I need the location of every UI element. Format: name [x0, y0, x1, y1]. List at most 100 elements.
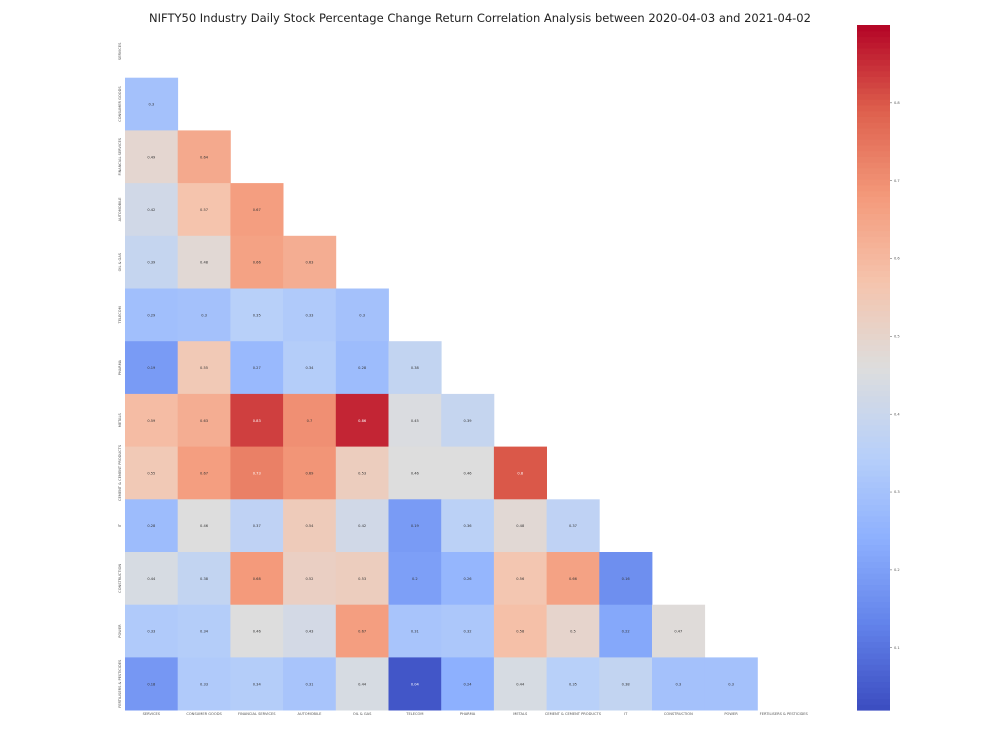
colorbar-segment	[857, 533, 890, 540]
colorbar-segment	[857, 567, 890, 574]
colorbar-segment	[857, 281, 890, 289]
cell-value-label: 0.83	[253, 419, 261, 423]
heatmap-cell	[599, 552, 653, 606]
colorbar-segment	[857, 110, 890, 117]
heatmap-cell	[125, 393, 179, 447]
colorbar-segment	[857, 475, 890, 483]
colorbar-segment	[857, 373, 890, 380]
cell-value-label: 0.55	[147, 471, 155, 475]
cell-value-label: 0.59	[147, 419, 156, 423]
colorbar-tick-label: 0.4	[894, 412, 900, 416]
cell-value-label: 0.53	[358, 471, 366, 475]
heatmap-cell	[177, 393, 231, 447]
colorbar-segment	[857, 458, 890, 466]
cell-value-label: 0.19	[147, 366, 156, 370]
col-tick-label: FERTILISERS & PESTICIDES	[760, 712, 809, 716]
colorbar-tick-label: 0.6	[894, 257, 900, 261]
colorbar-segment	[857, 270, 890, 277]
cell-value-label: 0.5	[570, 630, 576, 634]
colorbar-tick-label: 0.1	[894, 646, 900, 650]
colorbar-segment	[857, 681, 890, 688]
colorbar-segment	[857, 407, 890, 414]
colorbar-segment	[857, 190, 890, 197]
heatmap-cell	[441, 499, 495, 553]
colorbar-segment	[857, 590, 890, 597]
heatmap-cell	[177, 183, 231, 237]
row-tick-label: CONSUMER GOODS	[118, 86, 122, 122]
heatmap-cell	[177, 657, 231, 711]
cell-value-label: 0.66	[253, 261, 262, 265]
heatmap-cell	[388, 446, 442, 500]
colorbar-segment	[857, 350, 890, 357]
colorbar-segment	[857, 624, 890, 631]
col-tick-label: FINANCIAL SERVICES	[238, 712, 276, 716]
heatmap-cell	[283, 499, 337, 553]
heatmap-cell	[283, 393, 337, 447]
cell-value-label: 0.68	[253, 577, 262, 581]
colorbar-segment	[857, 59, 890, 66]
heatmap-cell	[283, 341, 337, 395]
colorbar-segment	[857, 241, 890, 249]
colorbar-segment	[857, 704, 890, 711]
cell-value-label: 0.52	[305, 577, 313, 581]
cell-value-label: 0.24	[464, 682, 473, 686]
heatmap-cell	[125, 552, 179, 606]
colorbar-segment	[857, 555, 890, 563]
cell-value-label: 0.28	[147, 524, 156, 528]
colorbar-segment	[857, 47, 890, 55]
cell-value-label: 0.46	[253, 630, 262, 634]
cell-value-label: 0.31	[411, 630, 419, 634]
colorbar-segment	[857, 133, 890, 140]
colorbar-segment	[857, 441, 890, 449]
colorbar-segment	[857, 36, 890, 43]
heatmap-cell	[546, 604, 600, 658]
colorbar-segment	[857, 481, 890, 488]
heatmap-cell	[230, 341, 284, 395]
cell-value-label: 0.33	[305, 313, 313, 317]
colorbar-segment	[857, 230, 890, 237]
cell-value-label: 0.35	[253, 313, 261, 317]
colorbar-segment	[857, 321, 890, 329]
colorbar-segment	[857, 367, 890, 374]
row-tick-label: OIL & GAS	[118, 252, 122, 271]
colorbar-segment	[857, 219, 890, 226]
cell-value-label: 0.8	[517, 471, 523, 475]
heatmap-cell	[441, 552, 495, 606]
colorbar-segment	[857, 584, 890, 591]
cell-value-label: 0.56	[516, 577, 525, 581]
colorbar-segment	[857, 70, 890, 77]
heatmap-cell	[125, 288, 179, 342]
colorbar-segment	[857, 264, 890, 272]
heatmap-cell	[125, 130, 179, 184]
heatmap-cell	[335, 288, 389, 342]
colorbar-segment	[857, 493, 890, 500]
cell-value-label: 0.54	[305, 524, 314, 528]
cell-value-label: 0.43	[305, 630, 313, 634]
cell-value-label: 0.69	[305, 471, 314, 475]
heatmap-cell	[335, 341, 389, 395]
colorbar-segment	[857, 647, 890, 654]
cell-value-label: 0.46	[411, 471, 420, 475]
colorbar-tick-label: 0.8	[894, 101, 900, 105]
colorbar-segment	[857, 670, 890, 677]
row-tick-label: METALS	[118, 413, 122, 428]
heatmap-cell	[546, 499, 600, 553]
col-tick-label: METALS	[513, 712, 528, 716]
colorbar-segment	[857, 487, 890, 494]
colorbar-segment	[857, 293, 890, 300]
colorbar-segment	[857, 470, 890, 477]
cell-value-label: 0.39	[464, 419, 473, 423]
colorbar-segment	[857, 333, 890, 340]
colorbar-segment	[857, 139, 890, 146]
col-tick-label: CONSUMER GOODS	[186, 712, 222, 716]
colorbar-segment	[857, 144, 890, 152]
cell-value-label: 0.28	[358, 366, 367, 370]
cell-value-label: 0.26	[464, 577, 473, 581]
colorbar-segment	[857, 224, 890, 232]
cell-value-label: 0.22	[622, 630, 630, 634]
colorbar-segment	[857, 356, 890, 363]
colorbar-segment	[857, 436, 890, 443]
cell-value-label: 0.46	[200, 524, 209, 528]
colorbar-segment	[857, 99, 890, 106]
